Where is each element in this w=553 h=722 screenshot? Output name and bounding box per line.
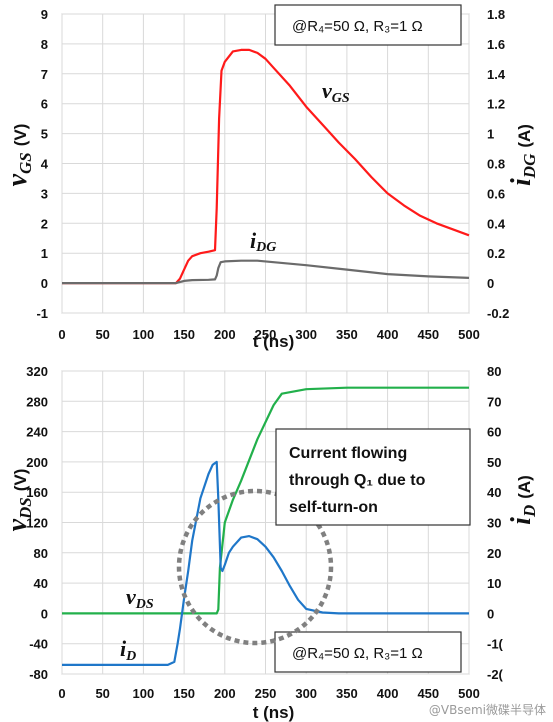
x-tick-label: 50 (95, 686, 109, 701)
y-left-tick-label: 7 (41, 67, 48, 82)
y-right-tick-label: 1.6 (487, 37, 505, 52)
x-tick-label: 450 (417, 686, 439, 701)
x-tick-label: 200 (214, 686, 236, 701)
y-right-tick-label: 1.4 (487, 67, 506, 82)
x-tick-label: 400 (377, 327, 399, 342)
y-right-tick-label: 1.2 (487, 97, 505, 112)
y-left-tick-label: 40 (34, 576, 48, 591)
chart-panel-2: 0 50 100 150 200 250 300 350 400 450 500-80-400408… (2, 364, 539, 722)
x-axis-label: t (ns) (253, 703, 295, 722)
x-tick-label: 100 (133, 327, 155, 342)
x-tick-label: 0 (58, 686, 65, 701)
x-tick-label: 150 (173, 327, 195, 342)
y-left-axis-label: νDS(V) (2, 469, 35, 532)
y-left-tick-label: -1 (36, 306, 48, 321)
series-label-ds: νDS (126, 584, 154, 612)
x-tick-label: 400 (377, 686, 399, 701)
y-right-tick-label: 0.6 (487, 186, 505, 201)
y-left-tick-label: 1 (41, 246, 48, 261)
x-tick-label: 100 (133, 686, 155, 701)
callout-box (275, 428, 471, 526)
y-right-tick-label: 0.8 (487, 157, 505, 172)
y-right-tick-label: 1.8 (487, 7, 505, 22)
y-left-tick-label: -80 (29, 667, 48, 682)
y-right-tick-label: 50 (487, 455, 501, 470)
y-left-tick-label: 160 (26, 485, 48, 500)
watermark: @VBsemi微碟半导体 (429, 703, 546, 717)
x-tick-label: 300 (295, 686, 317, 701)
annotation-box (274, 631, 462, 673)
y-right-tick-label: 0.4 (487, 216, 506, 231)
x-tick-label: 200 (214, 327, 236, 342)
y-right-tick-label: 1 (487, 127, 494, 142)
y-left-tick-label: 9 (41, 7, 48, 22)
y-right-tick-label: 10 (487, 576, 501, 591)
x-tick-label: 450 (417, 327, 439, 342)
y-left-tick-label: 4 (41, 157, 49, 172)
callout-line: self-turn-on (289, 499, 378, 516)
y-right-tick-label: -0.2 (487, 306, 509, 321)
series-line-gs (62, 48, 470, 285)
y-left-tick-label: 0 (41, 276, 48, 291)
y-right-tick-label: 60 (487, 425, 501, 440)
y-right-axis-label: iDG(A) (506, 124, 539, 186)
annotation-box (274, 4, 462, 46)
y-right-tick-label: 20 (487, 546, 501, 561)
y-right-tick-label: 30 (487, 516, 501, 531)
x-tick-label: 300 (295, 327, 317, 342)
x-tick-label: 150 (173, 686, 195, 701)
y-left-tick-label: 120 (26, 516, 48, 531)
y-left-tick-label: 3 (41, 186, 48, 201)
y-right-tick-label: 0 (487, 606, 494, 621)
y-left-tick-label: 240 (26, 425, 48, 440)
y-left-tick-label: 8 (41, 37, 48, 52)
y-left-tick-label: 280 (26, 394, 48, 409)
y-right-tick-label: 0 (487, 276, 494, 291)
y-left-tick-label: 2 (41, 216, 48, 231)
series-label-dg: iDG (250, 228, 276, 255)
y-right-tick-label: 80 (487, 364, 501, 379)
series-label-gs: νGS (322, 78, 350, 106)
callout-line: Current flowing (289, 445, 407, 462)
annotation-text: @R₄=50 Ω, R₃=1 Ω (292, 18, 423, 35)
y-right-tick-label: -2( (487, 667, 504, 682)
series-line-ds (62, 386, 469, 615)
y-left-tick-label: -40 (29, 637, 48, 652)
y-left-tick-label: 6 (41, 97, 48, 112)
x-tick-label: 250 (255, 327, 277, 342)
y-right-axis-label: iD(A) (506, 475, 539, 525)
x-tick-label: 50 (95, 327, 109, 342)
y-left-tick-label: 0 (41, 606, 48, 621)
x-tick-label: 350 (336, 327, 358, 342)
y-left-tick-label: 320 (26, 364, 48, 379)
x-tick-label: 250 (255, 686, 277, 701)
y-right-tick-label: 40 (487, 485, 501, 500)
x-axis-label: t (ns) (253, 332, 295, 351)
series-line-dg (62, 259, 470, 285)
x-tick-label: 500 (458, 327, 480, 342)
y-left-axis-label: νGS(V) (2, 124, 35, 187)
y-right-tick-label: 70 (487, 394, 501, 409)
x-tick-label: 500 (458, 686, 480, 701)
x-tick-label: 350 (336, 686, 358, 701)
y-left-tick-label: 5 (41, 127, 48, 142)
series-label-d: iD (120, 636, 136, 664)
y-right-tick-label: -1( (487, 637, 504, 652)
y-right-tick-label: 0.2 (487, 246, 505, 261)
callout-line: through Q₁ due to (289, 472, 426, 489)
x-tick-label: 0 (58, 327, 65, 342)
y-left-tick-label: 200 (26, 455, 48, 470)
highlight-circle (176, 488, 334, 646)
annotation-text: @R₄=50 Ω, R₃=1 Ω (292, 645, 423, 662)
y-left-tick-label: 80 (34, 546, 48, 561)
chart-panel-1: 0 50 100 150 200 250 300 350 400 450 500 -1 0 1 2 3 4 5 6 7… (2, 4, 539, 351)
